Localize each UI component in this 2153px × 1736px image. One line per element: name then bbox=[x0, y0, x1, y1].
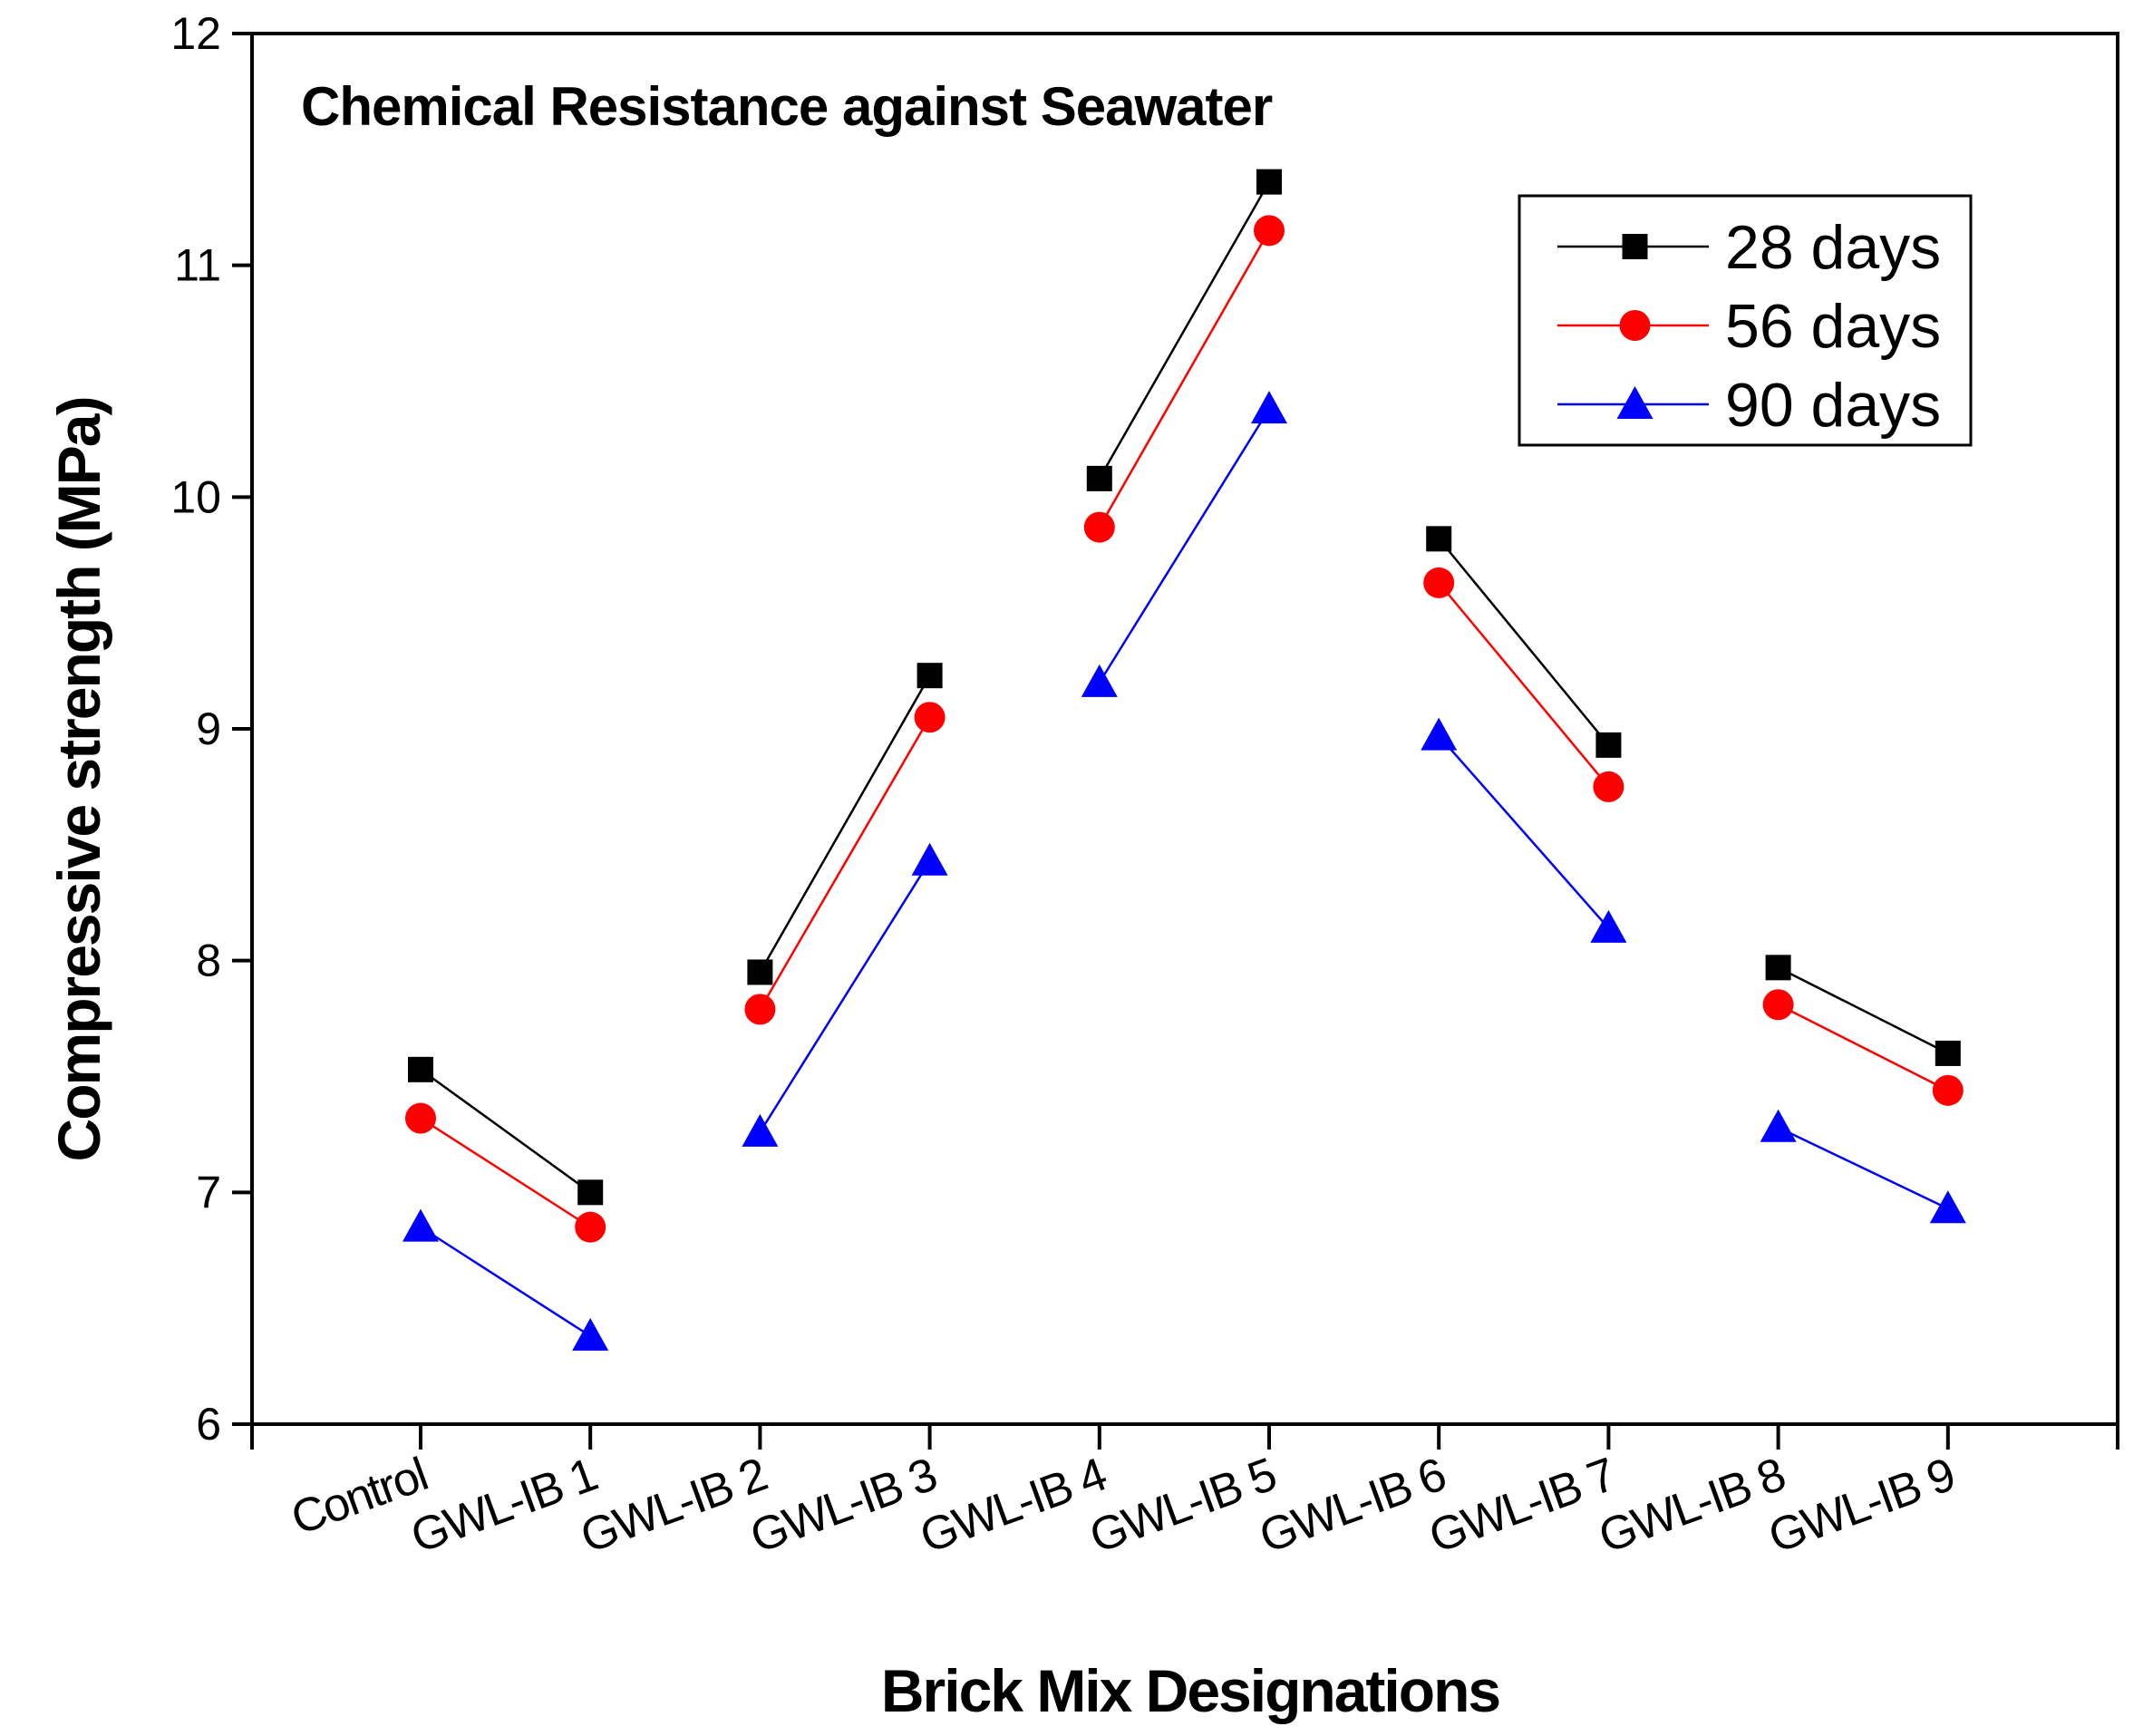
legend-marker-56-days bbox=[1619, 310, 1651, 341]
series-lines bbox=[420, 181, 1949, 1337]
data-point-28-days bbox=[1256, 169, 1282, 195]
x-tick-label: GWL-IB 6 bbox=[1253, 1449, 1451, 1564]
data-point-28-days bbox=[1426, 526, 1452, 552]
data-point-56-days bbox=[914, 702, 946, 733]
series-line-56-days bbox=[759, 716, 931, 1010]
data-point-28-days bbox=[916, 663, 943, 689]
data-point-56-days bbox=[1083, 511, 1115, 543]
data-point-90-days bbox=[1929, 1190, 1966, 1224]
legend-marker-90-days bbox=[1616, 386, 1654, 419]
series-line-56-days bbox=[1438, 582, 1610, 788]
data-point-90-days bbox=[1081, 664, 1118, 697]
series-line-90-days bbox=[420, 1226, 591, 1337]
x-tick-label: GWL-IB 9 bbox=[1762, 1449, 1961, 1564]
legend-label-56-days: 56 days bbox=[1725, 292, 1941, 361]
data-point-56-days bbox=[744, 994, 776, 1025]
series-line-90-days bbox=[1098, 408, 1271, 684]
data-point-90-days bbox=[1251, 391, 1287, 424]
x-tick-label: GWL-IB 8 bbox=[1592, 1449, 1790, 1564]
series-line-28-days bbox=[1438, 538, 1610, 746]
series-line-56-days bbox=[420, 1117, 591, 1228]
series-line-90-days bbox=[1438, 734, 1610, 929]
data-point-28-days bbox=[747, 959, 773, 985]
x-tick-label: GWL-IB 3 bbox=[743, 1449, 942, 1564]
y-tick-label: 7 bbox=[196, 1167, 221, 1217]
series-line-56-days bbox=[1778, 1004, 1949, 1091]
x-tick-label: GWL-IB 5 bbox=[1083, 1449, 1282, 1564]
data-point-90-days bbox=[911, 842, 948, 876]
x-tick-label: GWL-IB 7 bbox=[1422, 1449, 1621, 1564]
x-tick-label: GWL-IB 1 bbox=[404, 1449, 603, 1564]
data-point-56-days bbox=[1423, 567, 1455, 598]
data-point-28-days bbox=[1086, 465, 1112, 491]
data-point-90-days bbox=[742, 1113, 779, 1147]
y-tick-label: 8 bbox=[196, 936, 221, 986]
data-point-56-days bbox=[1762, 989, 1794, 1021]
data-point-56-days bbox=[1932, 1074, 1964, 1106]
legend: 28 days 56 days 90 days bbox=[1518, 194, 1973, 447]
data-point-28-days bbox=[408, 1056, 433, 1082]
y-tick-label: 9 bbox=[196, 703, 221, 754]
series-line-28-days bbox=[759, 674, 931, 974]
legend-items: 28 days 56 days 90 days bbox=[1557, 213, 1941, 440]
series-line-56-days bbox=[1098, 229, 1271, 529]
series-line-28-days bbox=[1778, 966, 1949, 1055]
series-line-90-days bbox=[1778, 1126, 1949, 1210]
legend-label-28-days: 28 days bbox=[1725, 213, 1941, 282]
series-line-90-days bbox=[759, 860, 931, 1133]
data-point-90-days bbox=[1760, 1109, 1797, 1142]
y-tick-label: 12 bbox=[170, 8, 221, 59]
series-line-28-days bbox=[1098, 181, 1271, 480]
data-point-28-days bbox=[1935, 1040, 1961, 1066]
data-point-28-days bbox=[1765, 955, 1791, 981]
y-tick-label: 10 bbox=[170, 471, 221, 522]
y-axis-ticks: 6 7 8 9 10 11 12 bbox=[170, 8, 252, 1450]
data-point-90-days bbox=[1590, 909, 1627, 943]
y-tick-label: 11 bbox=[174, 240, 221, 291]
y-tick-label: 6 bbox=[196, 1399, 221, 1450]
data-point-28-days bbox=[1595, 732, 1622, 758]
series-markers bbox=[402, 169, 1966, 1351]
data-point-28-days bbox=[577, 1179, 604, 1206]
data-point-90-days bbox=[572, 1317, 609, 1351]
data-point-90-days bbox=[402, 1208, 439, 1242]
data-point-56-days bbox=[575, 1211, 606, 1243]
y-axis-title: Compressive strength (MPa) bbox=[45, 398, 112, 1162]
x-tick-label: GWL-IB 4 bbox=[914, 1448, 1113, 1563]
data-point-90-days bbox=[1421, 717, 1458, 751]
data-point-56-days bbox=[1254, 215, 1285, 247]
legend-label-90-days: 90 days bbox=[1725, 371, 1941, 440]
legend-marker-28-days bbox=[1622, 234, 1648, 259]
x-axis-title: Brick Mix Designations bbox=[881, 1657, 1499, 1724]
x-tick-label: GWL-IB 2 bbox=[574, 1449, 772, 1564]
series-line-28-days bbox=[420, 1068, 591, 1194]
data-point-56-days bbox=[405, 1102, 436, 1134]
data-point-56-days bbox=[1593, 771, 1624, 802]
chart-title: Chemical Resistance against Seawater bbox=[301, 76, 1273, 137]
